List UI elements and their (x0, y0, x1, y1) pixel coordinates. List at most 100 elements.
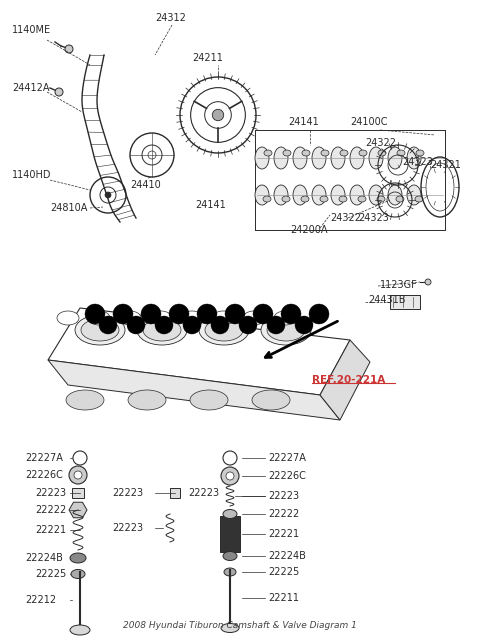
Text: 22227A: 22227A (268, 453, 306, 463)
Ellipse shape (143, 319, 181, 341)
Ellipse shape (223, 551, 237, 560)
Text: 22211: 22211 (268, 593, 299, 603)
Ellipse shape (369, 185, 383, 205)
Ellipse shape (264, 150, 272, 156)
Text: 24312: 24312 (155, 13, 186, 23)
Bar (170, 488, 180, 498)
Text: 22227A: 22227A (25, 453, 63, 463)
Ellipse shape (407, 147, 421, 169)
Circle shape (183, 316, 201, 334)
Text: 22224B: 22224B (25, 553, 63, 563)
Ellipse shape (267, 319, 305, 341)
Text: 22222: 22222 (35, 505, 66, 515)
Ellipse shape (339, 196, 347, 202)
Ellipse shape (359, 150, 367, 156)
Text: 22223: 22223 (268, 491, 299, 501)
Ellipse shape (243, 311, 265, 325)
Bar (220, 516, 240, 552)
Circle shape (65, 45, 73, 53)
Text: 24141: 24141 (288, 117, 319, 127)
Text: 24200A: 24200A (290, 225, 327, 235)
Ellipse shape (293, 147, 307, 169)
Circle shape (197, 304, 217, 324)
Ellipse shape (252, 390, 290, 410)
Text: 24100C: 24100C (350, 117, 387, 127)
Ellipse shape (128, 390, 166, 410)
Circle shape (221, 467, 239, 485)
Ellipse shape (388, 147, 402, 169)
Text: 1123GF: 1123GF (380, 280, 418, 290)
Ellipse shape (255, 147, 269, 169)
Ellipse shape (396, 196, 404, 202)
Ellipse shape (137, 315, 187, 345)
Text: 22221: 22221 (35, 525, 66, 535)
Ellipse shape (301, 196, 309, 202)
Text: REF.20-221A: REF.20-221A (312, 375, 385, 385)
Ellipse shape (321, 150, 329, 156)
Polygon shape (48, 360, 340, 420)
Ellipse shape (81, 319, 119, 341)
Circle shape (99, 316, 117, 334)
Text: 22212: 22212 (25, 595, 56, 605)
Ellipse shape (274, 311, 296, 325)
Ellipse shape (119, 311, 141, 325)
Text: 24211: 24211 (192, 53, 223, 63)
Text: 22223: 22223 (112, 488, 143, 498)
Text: 24410: 24410 (130, 180, 161, 190)
Ellipse shape (221, 623, 239, 632)
Circle shape (141, 304, 161, 324)
Text: 22225: 22225 (268, 567, 299, 577)
Circle shape (225, 304, 245, 324)
Ellipse shape (205, 319, 243, 341)
Ellipse shape (75, 315, 125, 345)
Polygon shape (69, 502, 87, 518)
Ellipse shape (407, 185, 421, 205)
Bar (72, 488, 84, 498)
Circle shape (253, 304, 273, 324)
Circle shape (155, 316, 173, 334)
Circle shape (212, 109, 224, 121)
Ellipse shape (369, 147, 383, 169)
Circle shape (74, 471, 82, 479)
Text: 22223: 22223 (112, 523, 143, 533)
Ellipse shape (340, 150, 348, 156)
Ellipse shape (350, 147, 364, 169)
Circle shape (295, 316, 313, 334)
Ellipse shape (274, 147, 288, 169)
Ellipse shape (190, 390, 228, 410)
Ellipse shape (415, 196, 423, 202)
Text: 24412A: 24412A (12, 83, 49, 93)
Circle shape (267, 316, 285, 334)
Bar (390, 295, 420, 309)
Circle shape (281, 304, 301, 324)
Circle shape (169, 304, 189, 324)
Text: 24810A: 24810A (50, 203, 87, 213)
Text: 22222: 22222 (268, 509, 299, 519)
Ellipse shape (302, 150, 310, 156)
Text: 24323: 24323 (402, 157, 433, 167)
Text: 24141: 24141 (195, 200, 226, 210)
Ellipse shape (181, 311, 203, 325)
Ellipse shape (88, 311, 110, 325)
Ellipse shape (57, 311, 79, 325)
Ellipse shape (150, 311, 172, 325)
Ellipse shape (261, 315, 311, 345)
Text: 22224B: 22224B (268, 551, 306, 561)
Text: 22226C: 22226C (25, 470, 63, 480)
Ellipse shape (70, 553, 86, 563)
Ellipse shape (416, 150, 424, 156)
Text: 24323: 24323 (358, 213, 389, 223)
Ellipse shape (223, 509, 237, 518)
Circle shape (211, 316, 229, 334)
Ellipse shape (331, 185, 345, 205)
Ellipse shape (224, 568, 236, 576)
Circle shape (309, 304, 329, 324)
Text: 24322: 24322 (365, 138, 396, 148)
Circle shape (425, 279, 431, 285)
Text: 22226C: 22226C (268, 471, 306, 481)
Circle shape (85, 304, 105, 324)
Ellipse shape (377, 196, 385, 202)
Circle shape (105, 192, 111, 198)
Ellipse shape (312, 147, 326, 169)
Ellipse shape (66, 390, 104, 410)
